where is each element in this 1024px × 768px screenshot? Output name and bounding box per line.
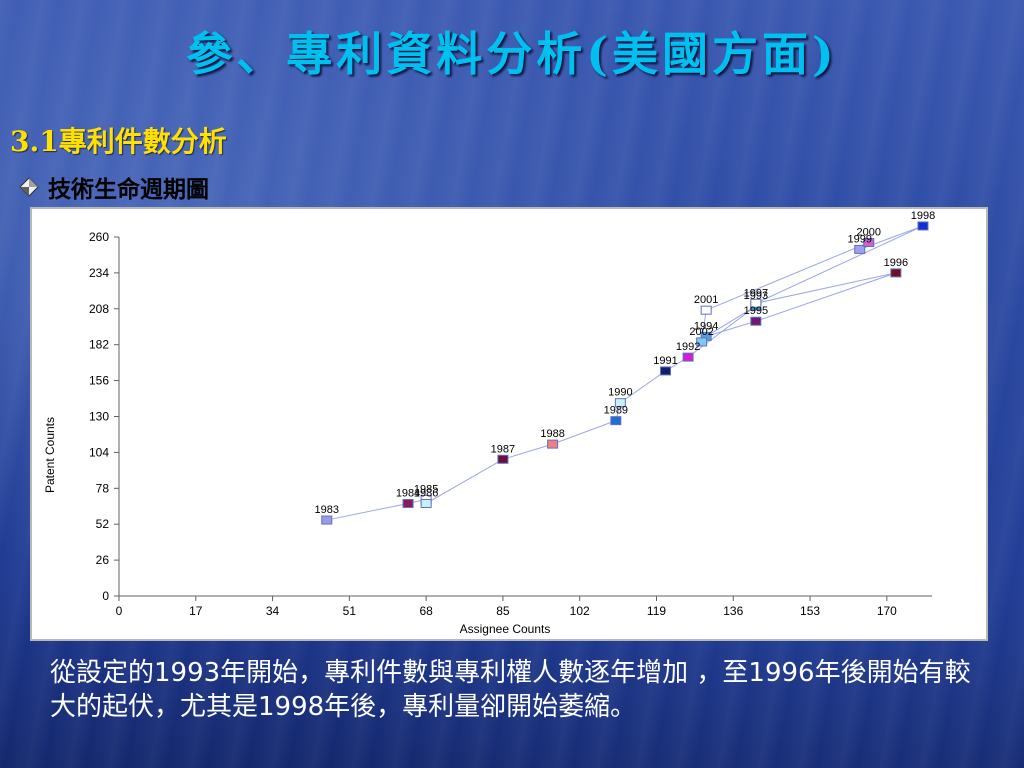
data-point-1990: [614, 398, 626, 408]
x-tick-label: 119: [647, 604, 666, 618]
data-label-1995: 1995: [744, 305, 768, 317]
data-point-2000: [863, 238, 875, 248]
y-tick-label: 78: [96, 481, 110, 495]
data-label-1984: 1984: [396, 487, 420, 499]
data-point-1983: [321, 515, 333, 525]
x-tick-label: 136: [723, 604, 743, 618]
data-label-1991: 1991: [653, 355, 677, 367]
data-point-1997: [750, 298, 762, 308]
y-tick-label: 260: [89, 230, 109, 244]
data-point-1995: [750, 316, 762, 326]
data-label-1986: 1986: [414, 487, 438, 499]
x-tick-label: 102: [570, 604, 590, 618]
data-label-1988: 1988: [540, 428, 564, 440]
data-point-1989: [610, 416, 622, 426]
data-label-1989: 1989: [604, 405, 628, 417]
section-heading: 3.1專利件數分析: [10, 125, 227, 158]
data-point-1987: [497, 454, 509, 464]
x-tick-label: 51: [343, 604, 357, 618]
data-label-1994: 1994: [694, 320, 718, 332]
data-point-2001: [700, 305, 712, 315]
tech-life-cycle-chart: 0 17 34 51 68 85 102 119 136 153 170 0 26 52 78 104 130 1…: [43, 210, 935, 636]
chart-panel: 0 17 34 51 68 85 102 119 136 153 170 0 26 52 78 104 130 1…: [30, 207, 988, 641]
data-point-1996: [890, 268, 902, 278]
y-tick-label: 26: [96, 553, 110, 567]
diamond-bullet-icon: [18, 176, 40, 198]
x-axis-label: Assignee Counts: [460, 622, 551, 636]
data-label-1987: 1987: [491, 443, 515, 455]
x-tick-label: 34: [266, 604, 280, 618]
caption-text: 從設定的1993年開始，專利件數與專利權人數逐年增加 ，至1996年後開始有較大…: [50, 658, 971, 722]
data-label-1993: 1993: [744, 290, 768, 302]
y-tick-label: 182: [89, 338, 109, 352]
data-label-1999: 1999: [847, 233, 871, 245]
x-tick-label: 170: [877, 604, 897, 618]
data-label-1985: 1985: [414, 483, 438, 495]
slide-title: 參、專利資料分析(美國方面): [186, 27, 838, 81]
data-point-1986: [420, 498, 432, 508]
x-tick-label: 68: [419, 604, 433, 618]
x-tick-label: 153: [800, 604, 820, 618]
data-label-1996: 1996: [884, 257, 908, 269]
data-point-1984: [402, 498, 414, 508]
data-point-1999: [854, 244, 866, 254]
data-point-2002: [696, 337, 708, 347]
x-tick-label: 0: [116, 604, 123, 618]
y-tick-label: 52: [96, 517, 110, 531]
y-tick-label: 130: [89, 410, 109, 424]
data-label-2002: 2002: [689, 326, 713, 338]
data-point-1992: [682, 352, 694, 362]
series-line: [326, 225, 924, 521]
data-label-1998: 1998: [911, 210, 935, 222]
y-tick-label: 104: [89, 445, 109, 459]
bullet-label: 技術生命週期圖: [48, 176, 209, 203]
data-label-1992: 1992: [676, 341, 700, 353]
data-label-2000: 2000: [857, 227, 881, 239]
data-point-1988: [547, 439, 559, 449]
data-label-1990: 1990: [608, 387, 632, 399]
y-tick-label: 208: [89, 302, 109, 316]
data-label-1983: 1983: [315, 504, 339, 516]
y-axis-label: Patent Counts: [43, 417, 57, 493]
x-tick-label: 85: [496, 604, 510, 618]
y-tick-label: 156: [89, 374, 109, 388]
y-tick-label: 0: [102, 589, 109, 603]
y-tick-label: 234: [89, 266, 109, 280]
data-point-1991: [660, 366, 672, 376]
data-point-1998: [917, 221, 929, 231]
data-label-1997: 1997: [744, 287, 768, 299]
x-tick-label: 17: [189, 604, 203, 618]
data-label-2001: 2001: [694, 294, 718, 306]
bullet-item: 技術生命週期圖: [18, 170, 209, 204]
